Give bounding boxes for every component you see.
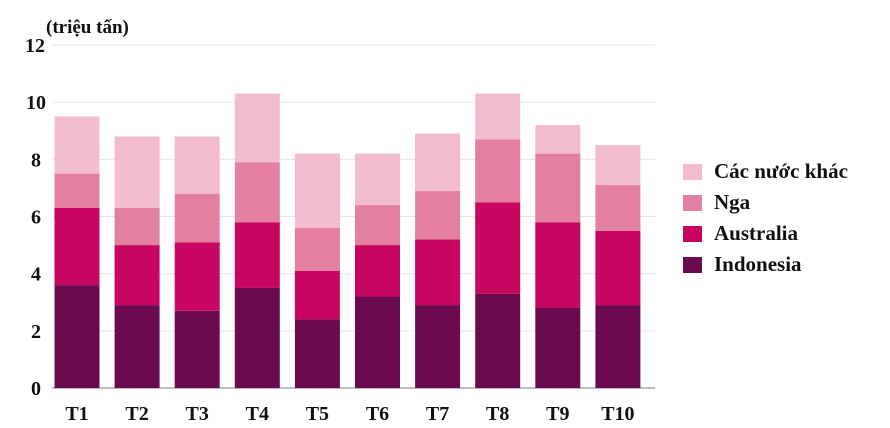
bar-segment <box>54 173 100 208</box>
x-tick-label: T9 <box>546 403 569 425</box>
y-axis-label: (triệu tấn) <box>46 17 129 38</box>
x-tick-label: T1 <box>65 403 88 425</box>
bar-segment <box>174 242 220 311</box>
bar-segment <box>355 296 400 388</box>
bar-segment <box>415 305 461 388</box>
legend-label: Indonesia <box>714 252 802 276</box>
bar-segment <box>294 319 340 388</box>
x-tick-label: T8 <box>486 403 509 425</box>
x-tick-label: T4 <box>246 403 269 425</box>
bar-segment <box>475 93 521 140</box>
legend-item-cac-nuoc-khac: Các nước khác <box>683 156 848 187</box>
bar-segment <box>475 293 521 388</box>
y-tick-label: 8 <box>31 149 41 171</box>
legend-item-australia: Australia <box>683 218 848 249</box>
bar-segment <box>234 287 280 388</box>
bar-segment <box>415 133 461 191</box>
legend-item-indonesia: Indonesia <box>683 249 848 280</box>
bar-segment <box>114 207 160 246</box>
y-tick-label: 6 <box>31 207 41 229</box>
bar-segment <box>294 227 340 271</box>
bar-segment <box>114 245 160 306</box>
bar-segment <box>355 205 400 246</box>
bar-segment <box>174 136 220 194</box>
bar-segment <box>294 270 340 320</box>
bar-segment <box>535 307 581 388</box>
bar-segment <box>114 305 160 388</box>
x-axis-ticks: T1 T2 T3 T4 T5 T6 T7 T8 T9 T10 <box>65 403 634 425</box>
bar-segment <box>234 222 280 288</box>
x-tick-label: T2 <box>125 403 148 425</box>
bar-segment <box>535 222 581 308</box>
bars <box>54 93 641 388</box>
bar-segment <box>54 207 100 286</box>
bar-segment <box>595 230 641 306</box>
legend: Các nước khác Nga Australia Indonesia <box>683 156 848 280</box>
x-tick-label: T3 <box>186 403 209 425</box>
bar-segment <box>475 202 521 294</box>
bar-segment <box>234 93 280 163</box>
y-tick-label: 2 <box>31 321 41 343</box>
legend-label: Nga <box>714 190 751 214</box>
bar-segment <box>535 125 581 154</box>
legend-swatch <box>683 256 702 273</box>
bar-segment <box>595 305 641 388</box>
x-tick-label: T7 <box>426 403 449 425</box>
x-tick-label: T5 <box>306 403 329 425</box>
bar-segment <box>355 153 400 206</box>
bar-segment <box>234 162 280 223</box>
bar-segment <box>595 185 641 231</box>
bar-segment <box>54 285 100 388</box>
legend-item-nga: Nga <box>683 187 848 218</box>
bar-segment <box>294 153 340 228</box>
legend-swatch <box>683 194 702 211</box>
legend-swatch <box>683 225 702 242</box>
bar-segment <box>535 153 581 223</box>
bar-segment <box>174 310 220 388</box>
y-tick-label: 12 <box>25 35 45 57</box>
bar-segment <box>415 239 461 306</box>
y-tick-label: 0 <box>31 378 41 400</box>
bar-segment <box>355 245 400 297</box>
bar-segment <box>174 193 220 243</box>
bar-segment <box>114 136 160 208</box>
y-tick-label: 4 <box>31 264 41 286</box>
x-tick-label: T6 <box>366 403 389 425</box>
legend-swatch <box>683 163 702 180</box>
y-axis-ticks: 0 2 4 6 8 10 <box>26 92 46 400</box>
bar-segment <box>54 116 100 174</box>
bar-segment <box>475 139 521 203</box>
bar-segment <box>415 190 461 240</box>
legend-label: Australia <box>714 221 798 245</box>
bar-segment <box>595 145 641 186</box>
legend-label: Các nước khác <box>714 159 848 183</box>
x-tick-label: T10 <box>601 403 634 425</box>
y-tick-label: 10 <box>26 92 46 114</box>
